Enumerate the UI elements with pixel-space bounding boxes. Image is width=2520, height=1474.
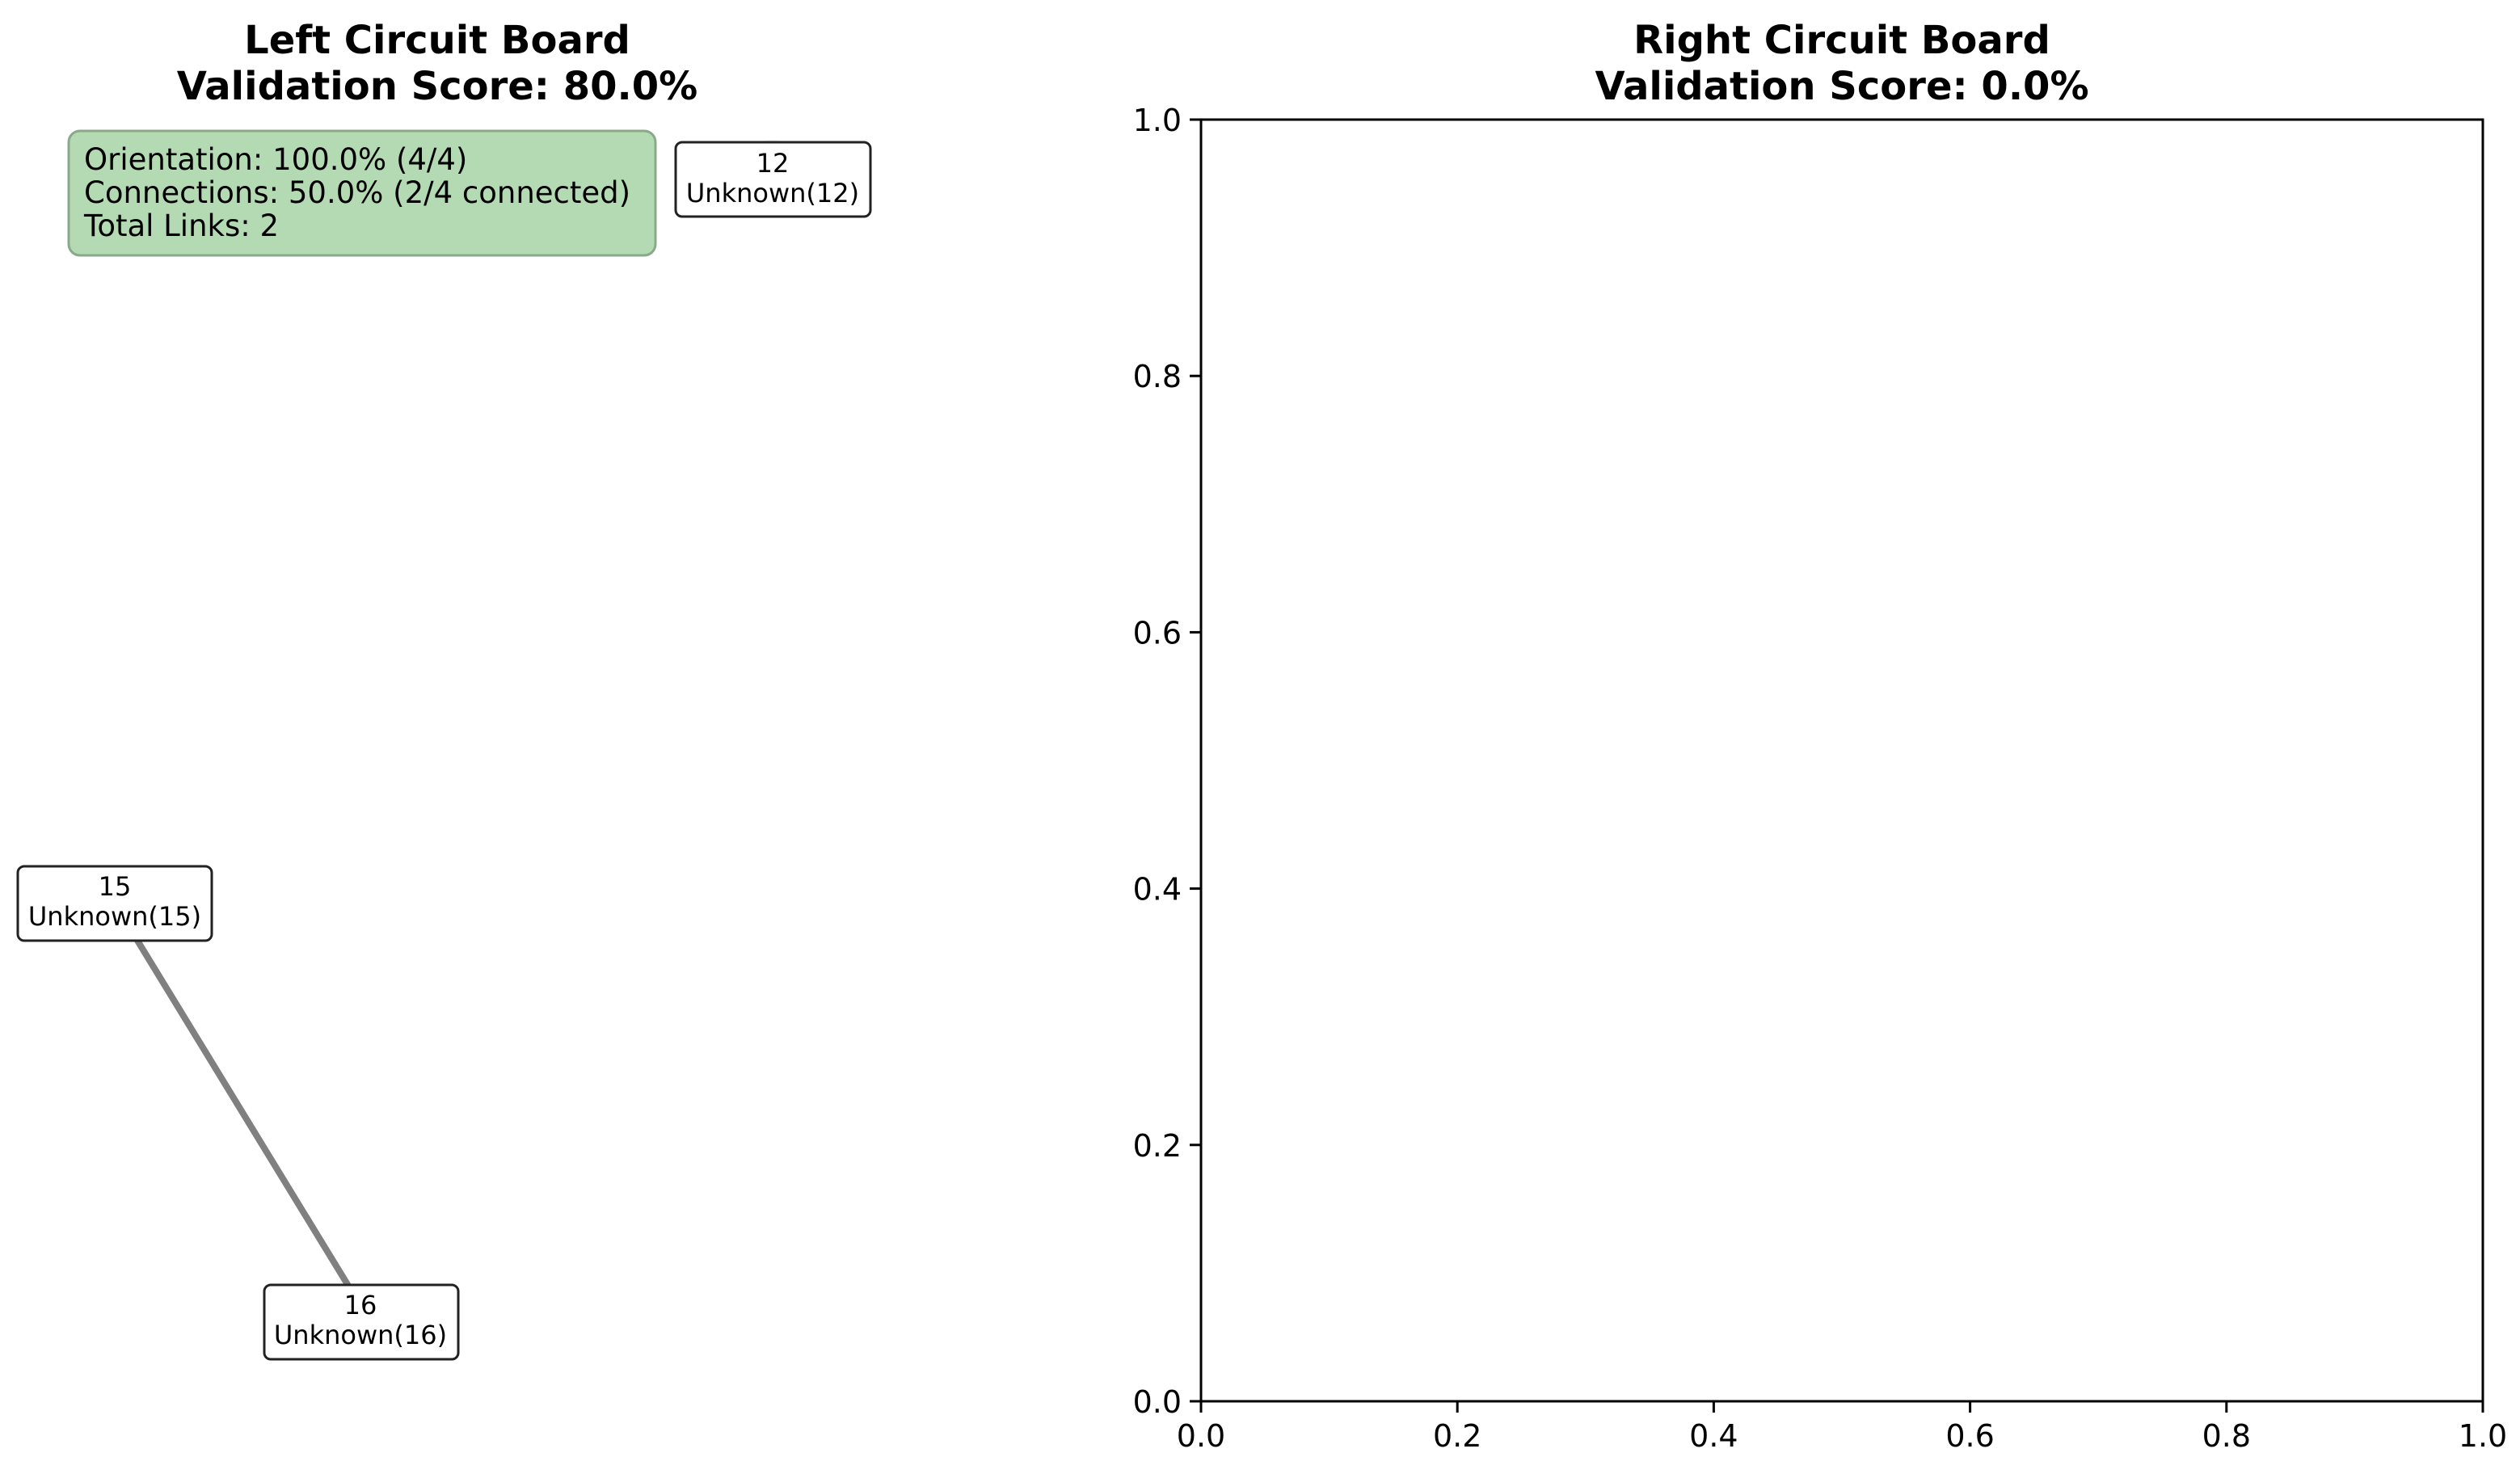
x-tick-label-0: 0.0 xyxy=(1177,1418,1225,1454)
node-12-id: 12 xyxy=(756,148,790,179)
left-title-line2: Validation Score: 80.0% xyxy=(177,64,697,109)
left-panel: Left Circuit Board Validation Score: 80.… xyxy=(16,18,872,1361)
node-16-label: Unknown(16) xyxy=(274,1320,447,1350)
info-total-links: Total Links: 2 xyxy=(83,208,279,243)
right-title-line1: Right Circuit Board xyxy=(1633,18,2050,63)
plot-area-frame xyxy=(1199,118,2484,1403)
node-16-label-box xyxy=(263,1283,460,1361)
info-orientation: Orientation: 100.0% (4/4) xyxy=(84,142,467,177)
x-tick-label-1: 0.2 xyxy=(1433,1418,1481,1454)
node-12-label: Unknown(12) xyxy=(686,178,859,208)
y-tick-label-0: 0.0 xyxy=(1133,1384,1182,1420)
node-15-id: 15 xyxy=(99,871,132,902)
node-15-label-box xyxy=(16,865,213,942)
x-tick-label-3: 0.6 xyxy=(1945,1418,1994,1454)
right-title-line2: Validation Score: 0.0% xyxy=(1595,64,2088,109)
y-axis: 0.0 0.2 0.4 0.6 0.8 1.0 xyxy=(1133,103,1201,1420)
x-tick-label-2: 0.4 xyxy=(1689,1418,1738,1454)
x-tick-label-5: 1.0 xyxy=(2459,1418,2507,1454)
edge-15-16 xyxy=(112,900,363,1308)
info-box: Orientation: 100.0% (4/4) Connections: 5… xyxy=(67,129,657,257)
y-tick-label-4: 0.8 xyxy=(1133,359,1182,394)
x-tick-label-4: 0.8 xyxy=(2202,1418,2251,1454)
node-12: 12 Unknown(12) xyxy=(674,140,872,218)
info-connections: Connections: 50.0% (2/4 connected) xyxy=(84,175,630,210)
y-tick-label-1: 0.2 xyxy=(1133,1128,1182,1164)
info-box-background xyxy=(67,129,657,257)
node-15-label: Unknown(15) xyxy=(28,901,201,932)
node-12-label-box xyxy=(674,141,872,218)
x-axis: 0.0 0.2 0.4 0.6 0.8 1.0 xyxy=(1177,1401,2507,1454)
node-15: 15 Unknown(15) xyxy=(16,865,213,942)
y-tick-label-3: 0.6 xyxy=(1133,615,1182,651)
y-tick-label-2: 0.4 xyxy=(1133,872,1182,908)
right-panel: Right Circuit Board Validation Score: 0.… xyxy=(1133,18,2508,1454)
node-16: 16 Unknown(16) xyxy=(263,1283,460,1361)
node-16-id: 16 xyxy=(344,1290,377,1320)
left-title-line1: Left Circuit Board xyxy=(244,18,630,63)
y-tick-label-5: 1.0 xyxy=(1133,103,1182,138)
